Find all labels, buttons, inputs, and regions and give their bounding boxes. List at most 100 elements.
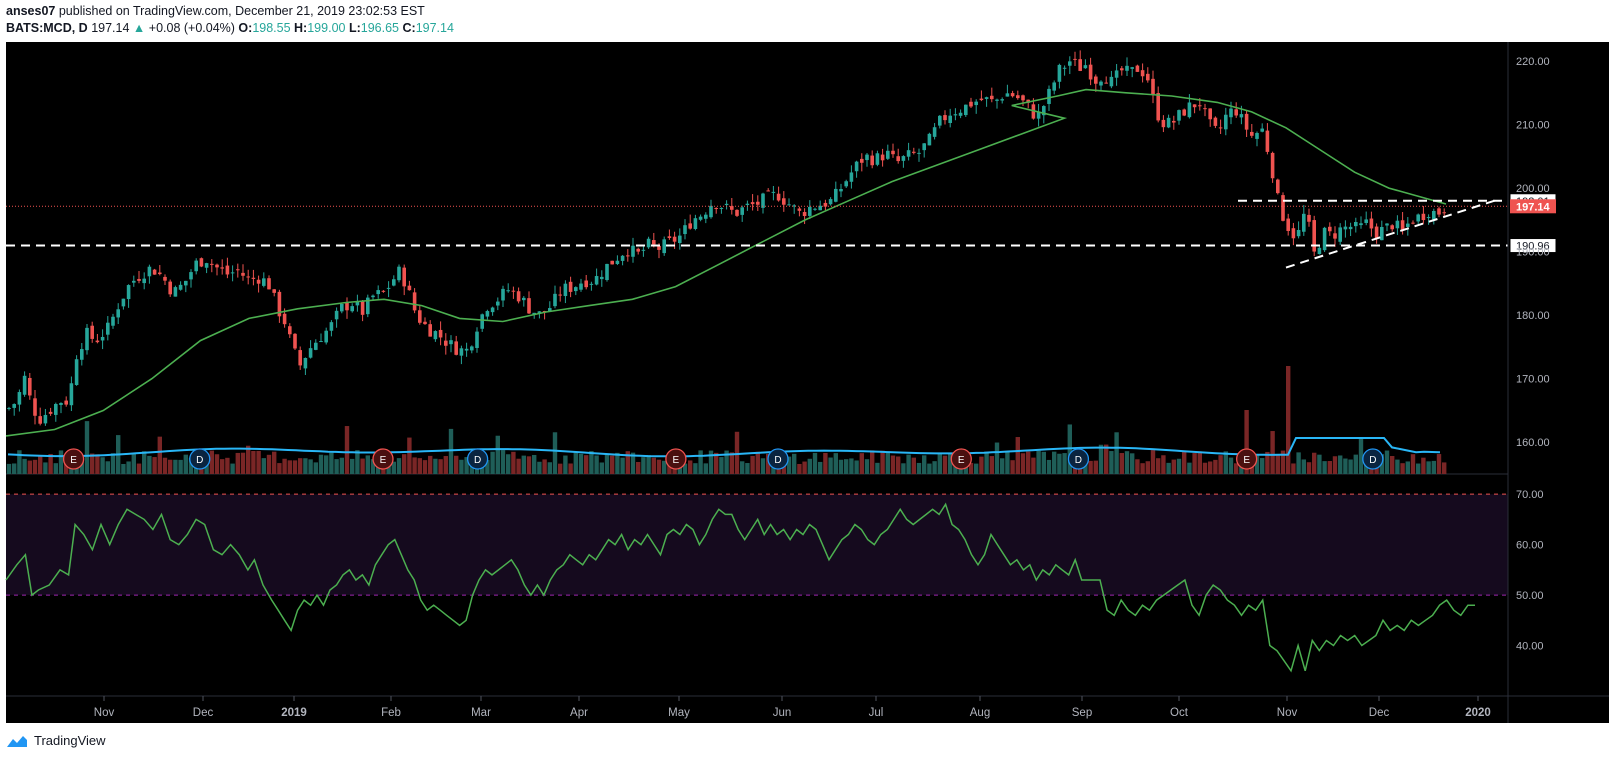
candle-body [1016, 95, 1020, 99]
volume-bar [989, 456, 994, 474]
candle-body [558, 294, 562, 296]
volume-bar [1161, 455, 1166, 474]
candle-body [984, 97, 989, 99]
candle-body [1088, 64, 1093, 80]
volume-bar [459, 459, 464, 474]
time-tick: Feb [381, 707, 401, 719]
volume-bar [1218, 455, 1223, 474]
candle-body [147, 266, 152, 277]
event-marker-label: D [1075, 455, 1082, 466]
candle-body [1338, 227, 1342, 242]
candle-body [12, 404, 16, 408]
volume-bar [422, 460, 428, 474]
candle-body [782, 198, 786, 205]
volume-bar [1254, 454, 1260, 474]
candle-body [178, 284, 183, 290]
candle-body [698, 216, 703, 220]
volume-bar [880, 450, 885, 474]
candle-body [1359, 223, 1363, 226]
volume-bar [1358, 437, 1364, 474]
candle-body [912, 151, 916, 153]
candle-body [449, 340, 453, 345]
candle-body [501, 288, 505, 301]
volume-bar [1010, 460, 1015, 474]
candle-body [194, 260, 198, 272]
volume-bar [641, 457, 646, 474]
volume-bar [152, 457, 157, 474]
candle-body [293, 333, 297, 349]
candle-body [1005, 93, 1010, 97]
candle-body [652, 240, 656, 245]
volume-bar [1145, 461, 1150, 474]
volume-bar [859, 453, 864, 474]
candle-body [418, 310, 422, 323]
candle-body [412, 292, 417, 311]
candle-body [797, 208, 802, 211]
candle-body [397, 266, 401, 281]
volume-bar [526, 456, 532, 474]
brand-name[interactable]: TradingView [34, 733, 106, 748]
volume-bar [79, 461, 84, 474]
volume-bar [230, 463, 235, 474]
volume-bar [38, 455, 43, 474]
candles-layer [7, 50, 1446, 426]
candle-body [334, 310, 339, 320]
candle-body [979, 98, 984, 101]
volume-bar [1192, 453, 1197, 474]
candle-body [828, 199, 833, 205]
candle-body [1140, 70, 1145, 77]
candle-body [132, 280, 136, 283]
volume-bar [854, 460, 859, 474]
volume-bar [755, 451, 760, 474]
volume-bar [1182, 450, 1187, 474]
candle-body [600, 276, 604, 280]
candle-body [849, 172, 854, 182]
time-tick: 2020 [1465, 707, 1491, 719]
price-tag-text: 197.14 [1516, 201, 1551, 213]
candle-body [303, 358, 308, 369]
volume-bar [412, 457, 417, 474]
candle-body [423, 321, 427, 325]
candle-body [48, 411, 53, 414]
candle-body [85, 327, 89, 351]
volume-bar [792, 453, 797, 474]
volume-bar [1036, 450, 1041, 474]
volume-bar [110, 453, 116, 474]
dividend-marker [189, 448, 211, 470]
volume-bar [396, 458, 402, 474]
volume-bar [246, 445, 251, 474]
candle-body [470, 346, 474, 351]
candle-body [433, 331, 438, 340]
candle-body [428, 324, 432, 337]
candle-body [620, 255, 625, 261]
volume-bar [334, 459, 339, 474]
volume-bar [272, 451, 277, 474]
volume-bar [511, 451, 516, 474]
candle-body [236, 269, 240, 271]
volume-bar [324, 455, 329, 474]
candle-body [704, 214, 708, 219]
candle-body [990, 95, 994, 100]
volume-bar [1083, 461, 1088, 474]
chart-frame[interactable] [6, 42, 1609, 723]
volume-bar [870, 450, 875, 474]
volume-bar [464, 457, 469, 474]
low-label: L: [348, 21, 361, 35]
volume-bar [53, 463, 58, 474]
up-arrow-icon: ▲ [132, 21, 146, 35]
candle-body [490, 307, 495, 313]
volume-bar [313, 462, 318, 474]
volume-bar [937, 453, 942, 474]
candle-body [1208, 108, 1212, 120]
author-name[interactable]: anses07 [6, 4, 56, 18]
candle-body [1203, 108, 1207, 110]
axes-layer: 220.00 210.00 200.00 190.00 180.00 170.00 160.… [6, 42, 1609, 723]
symbol-label[interactable]: BATS:MCD, D [6, 21, 88, 35]
candle-body [886, 150, 890, 159]
candle-body [522, 297, 526, 301]
volume-bar [1312, 452, 1317, 474]
candle-body [1286, 218, 1290, 231]
candle-body [1021, 95, 1025, 101]
event-marker-label: E [380, 455, 387, 466]
